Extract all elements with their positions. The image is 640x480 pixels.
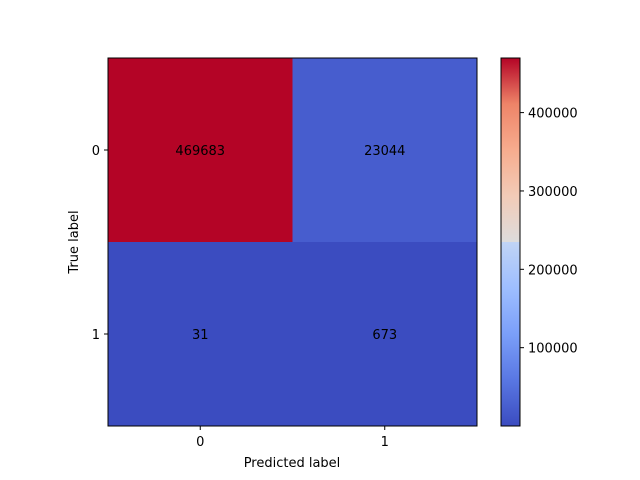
x-tick-label: 0	[196, 435, 204, 450]
cell-value-label: 469683	[175, 144, 225, 159]
colorbar	[500, 57, 521, 427]
y-tick-label: 0	[92, 144, 100, 159]
x-axis-label: Predicted label	[244, 456, 341, 471]
colorbar-ticks: 100000 200000 300000 400000	[520, 107, 578, 357]
colorbar-tick-label: 200000	[528, 263, 578, 278]
heatmap-cells	[108, 58, 477, 426]
cell-value-label: 673	[372, 328, 397, 343]
colorbar-tick-label: 100000	[528, 342, 578, 357]
cell-value-label: 23044	[364, 144, 405, 159]
y-axis-ticks: 01	[92, 144, 108, 343]
colorbar-tick-label: 300000	[528, 185, 578, 200]
x-tick-label: 1	[381, 435, 389, 450]
cell-value-labels: 469683 23044 31 673	[175, 144, 405, 343]
cell-value-label: 31	[192, 328, 209, 343]
y-tick-label: 1	[92, 328, 100, 343]
y-axis-label: True label	[67, 210, 82, 274]
heatmap-cell	[108, 242, 293, 426]
heatmap-cell	[292, 58, 477, 242]
heatmap-cell	[292, 242, 477, 426]
plot-frame	[107, 57, 478, 427]
heatmap-cell	[108, 58, 293, 242]
colorbar-tick-label: 400000	[528, 107, 578, 122]
